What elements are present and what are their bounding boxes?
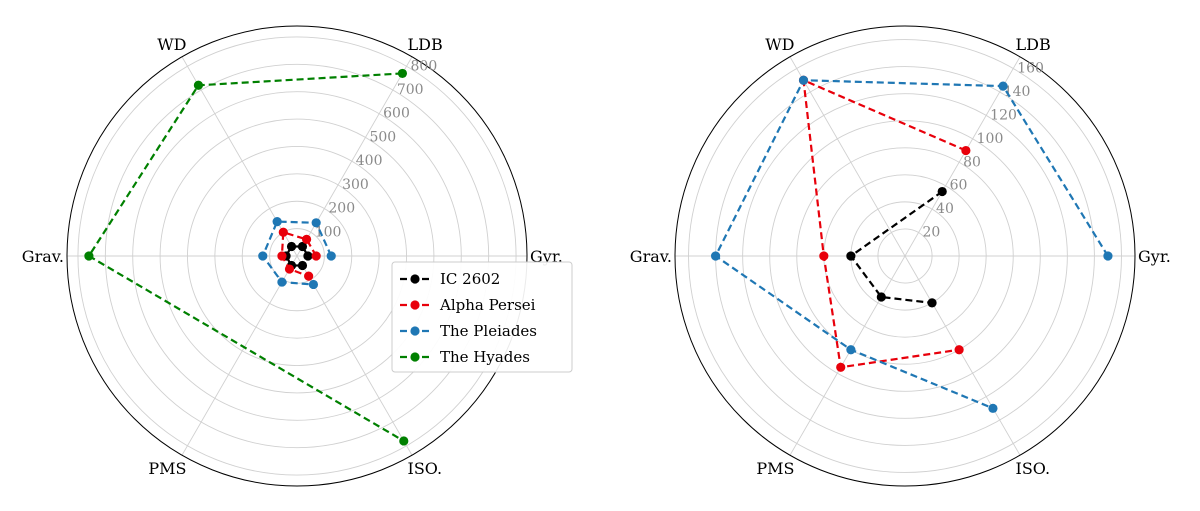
radial-tick-label: 700 (397, 82, 424, 98)
point-the-hyades-ldb (397, 68, 408, 79)
point-ic-2602-gyr (303, 251, 313, 261)
polar-frame (674, 25, 1136, 487)
point-the-pleiades-pms (846, 345, 856, 355)
point-alpha-persei-grav (277, 251, 287, 261)
point-alpha-persei-wd (278, 227, 288, 237)
point-ic-2602-wd (286, 241, 297, 252)
legend-swatch-marker (410, 274, 420, 284)
point-the-pleiades-gyr (1103, 251, 1113, 261)
point-the-pleiades-ldb (311, 218, 321, 228)
point-ic-2602-ldb (937, 186, 947, 197)
series-line-the-hyades (87, 72, 405, 442)
legend-entry-the-pleiades: The Pleiades (400, 322, 537, 340)
legend-swatch-marker (410, 326, 420, 336)
series-line-ic-2602 (849, 190, 943, 304)
point-ic-2602-pms (876, 292, 886, 302)
point-the-pleiades-wd (798, 75, 809, 85)
point-alpha-persei-ldb (961, 145, 971, 156)
point-alpha-persei-gyr (311, 251, 321, 261)
spoke-pms (181, 255, 298, 456)
radial-tick-label: 60 (950, 178, 968, 194)
legend-entry-the-hyades: The Hyades (400, 348, 530, 366)
radial-tick-label: 120 (990, 107, 1017, 123)
legend-entry-alpha-persei: Alpha Persei (400, 296, 536, 314)
legend: IC 2602 Alpha Persei The Pleiades The Hyade… (391, 261, 573, 373)
series-ic-2602 (281, 241, 313, 271)
series-line-the-pleiades (261, 220, 333, 286)
axis-label-pms: PMS (756, 459, 794, 478)
point-the-pleiades-grav (710, 251, 721, 261)
axis-label-iso: ISO. (1016, 459, 1051, 478)
point-the-pleiades-ldb (998, 81, 1008, 91)
legend-entry-ic-2602: IC 2602 (400, 270, 500, 288)
radial-tick-label: 160 (1017, 61, 1044, 77)
legend-swatch-marker (410, 352, 420, 362)
point-the-pleiades-iso (988, 403, 998, 413)
axis-label-gyr: Gyr. (530, 247, 563, 266)
point-alpha-persei-pms (284, 264, 295, 274)
radial-tick-label: 500 (369, 129, 396, 145)
axis-label-wd: WD (157, 35, 186, 54)
point-alpha-persei-ldb (301, 234, 312, 245)
series-the-pleiades (710, 75, 1113, 413)
axis-label-ldb: LDB (408, 35, 443, 54)
axis-label-pms: PMS (148, 459, 186, 478)
point-the-pleiades-wd (272, 217, 282, 227)
legend-label: The Pleiades (440, 322, 537, 340)
series-ic-2602 (846, 186, 947, 308)
radial-tick-label: 100 (977, 131, 1004, 147)
radial-tick-label: 80 (963, 154, 981, 170)
series-the-pleiades (258, 217, 336, 290)
point-ic-2602-grav (846, 251, 856, 261)
radial-tick-label: 40 (936, 201, 954, 217)
axis-label-iso: ISO. (408, 459, 443, 478)
point-the-hyades-wd (193, 80, 204, 90)
axis-label-wd: WD (765, 35, 794, 54)
radial-tick-label: 800 (411, 58, 438, 74)
radial-tick-label: 200 (328, 201, 355, 217)
point-ic-2602-ldb (297, 241, 308, 252)
radial-tick-label: 100 (315, 224, 342, 240)
point-alpha-persei-pms (836, 362, 846, 372)
point-the-pleiades-grav (258, 251, 268, 261)
point-the-pleiades-pms (277, 277, 287, 287)
point-the-hyades-grav (84, 251, 94, 261)
point-the-hyades-iso (399, 436, 409, 446)
legend-label: IC 2602 (440, 270, 500, 288)
radar-panel-left: 100 200 300 400 500 600 700 800 Gyr. LDB WD Grav. PM… (22, 25, 563, 487)
point-the-pleiades-gyr (326, 251, 336, 261)
legend-label: The Hyades (440, 348, 530, 366)
radial-tick-label: 600 (383, 106, 410, 122)
series-the-hyades (84, 68, 409, 446)
polar-frame (66, 25, 528, 487)
legend-box (391, 261, 573, 373)
spoke-iso (296, 255, 413, 456)
radial-tick-label: 20 (923, 225, 941, 241)
point-alpha-persei-iso (304, 271, 314, 281)
axis-label-gyr: Gyr. (1138, 247, 1171, 266)
point-alpha-persei-iso (954, 345, 964, 355)
spoke-iso (904, 255, 1021, 456)
series-line-the-pleiades (714, 79, 1109, 410)
spoke-wd (789, 56, 906, 257)
radial-tick-label: 400 (356, 153, 383, 169)
axis-label-ldb: LDB (1016, 35, 1051, 54)
legend-label: Alpha Persei (439, 296, 536, 314)
axis-label-grav: Grav. (22, 247, 64, 266)
point-ic-2602-iso (297, 260, 308, 271)
point-the-pleiades-iso (308, 279, 319, 290)
series-alpha-persei (277, 227, 321, 281)
radial-tick-label: 300 (342, 177, 369, 193)
axis-label-grav: Grav. (630, 247, 672, 266)
legend-swatch-marker (410, 300, 420, 310)
spoke-pms (789, 255, 906, 456)
series-alpha-persei (798, 75, 971, 372)
point-ic-2602-iso (927, 298, 937, 308)
point-alpha-persei-grav (819, 251, 829, 261)
